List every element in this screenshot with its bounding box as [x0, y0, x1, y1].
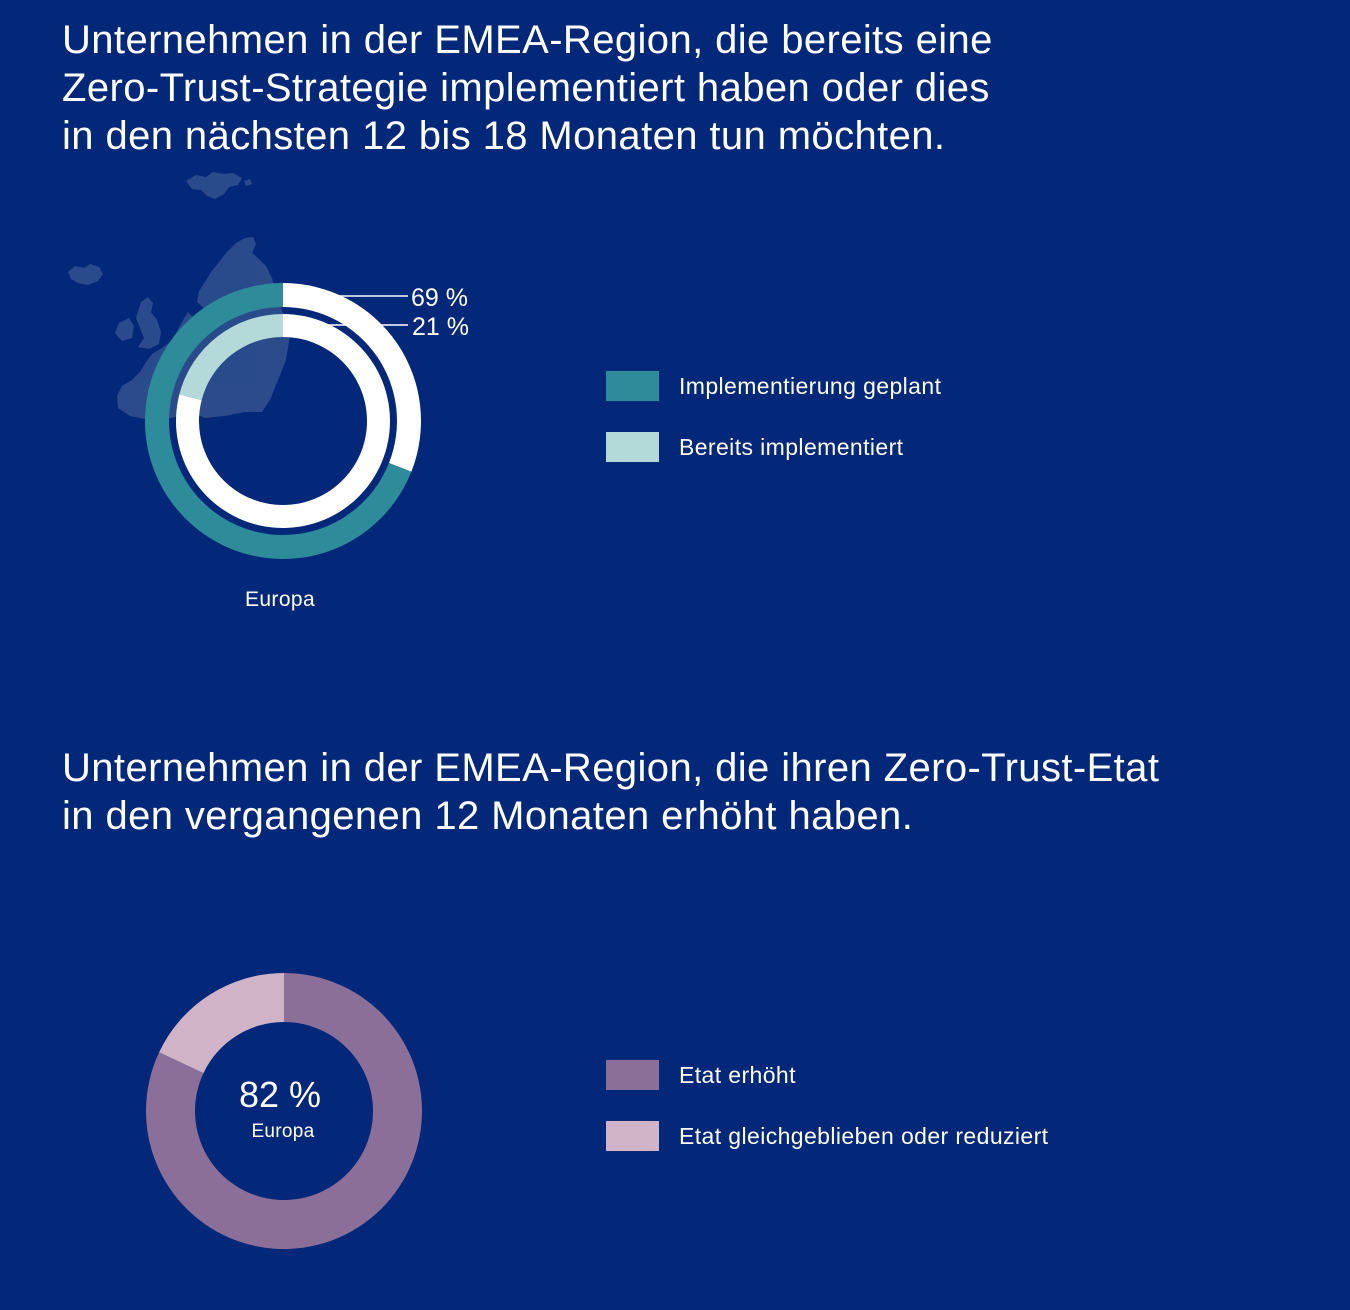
map-great-britain: [136, 297, 161, 349]
legend-swatch: [606, 371, 659, 401]
chart2-donut: [145, 972, 422, 1249]
legend-item-etat-gleichgeblieben: Etat gleichgeblieben oder reduziert: [606, 1121, 1206, 1151]
donut-center-value: 82 %: [238, 1074, 322, 1115]
chart2-title: Unternehmen in der EMEA-Region, die ihre…: [62, 744, 1159, 840]
legend-label: Implementierung geplant: [679, 373, 942, 399]
chart1-region-label: Europa: [244, 588, 316, 611]
legend-item-bereits-implementiert: Bereits implementiert: [606, 432, 1206, 462]
outer-ring-remainder-arc: [283, 283, 422, 472]
legend-swatch: [606, 432, 659, 462]
slice-etat-gleichgeblieben-oder-reduziert: [159, 972, 284, 1074]
chart2-title-line: in den vergangenen 12 Monaten erhöht hab…: [62, 794, 914, 838]
slice-etat-erhoeht: [145, 973, 422, 1249]
map-ireland: [115, 318, 134, 341]
legend-label: Bereits implementiert: [679, 434, 904, 460]
inner-ring-value-label: 21 %: [412, 313, 469, 341]
legend-item-implementierung-geplant: Implementierung geplant: [606, 371, 1206, 401]
legend-swatch: [606, 1060, 659, 1090]
chart1-title-line: in den nächsten 12 bis 18 Monaten tun mö…: [62, 114, 946, 158]
inner-ring-value-arc: [179, 314, 283, 401]
chart1-title-line: Zero-Trust-Strategie implementiert haben…: [62, 66, 990, 110]
donut-center-label: Europa: [251, 1121, 315, 1142]
chart1-title-line: Unternehmen in der EMEA-Region, die bere…: [62, 18, 993, 62]
legend-item-etat-erhoeht: Etat erhöht: [606, 1060, 1206, 1090]
legend-label: Etat gleichgeblieben oder reduziert: [679, 1123, 1049, 1149]
map-iceland: [68, 264, 103, 285]
map-svalbard: [186, 172, 252, 199]
legend-swatch: [606, 1121, 659, 1151]
outer-ring-value-label: 69 %: [411, 284, 468, 312]
legend-label: Etat erhöht: [679, 1062, 796, 1088]
chart1-title: Unternehmen in der EMEA-Region, die bere…: [62, 16, 993, 160]
chart2-title-line: Unternehmen in der EMEA-Region, die ihre…: [62, 746, 1160, 790]
chart1-nested-rings: 69 % 21 %: [68, 172, 469, 560]
